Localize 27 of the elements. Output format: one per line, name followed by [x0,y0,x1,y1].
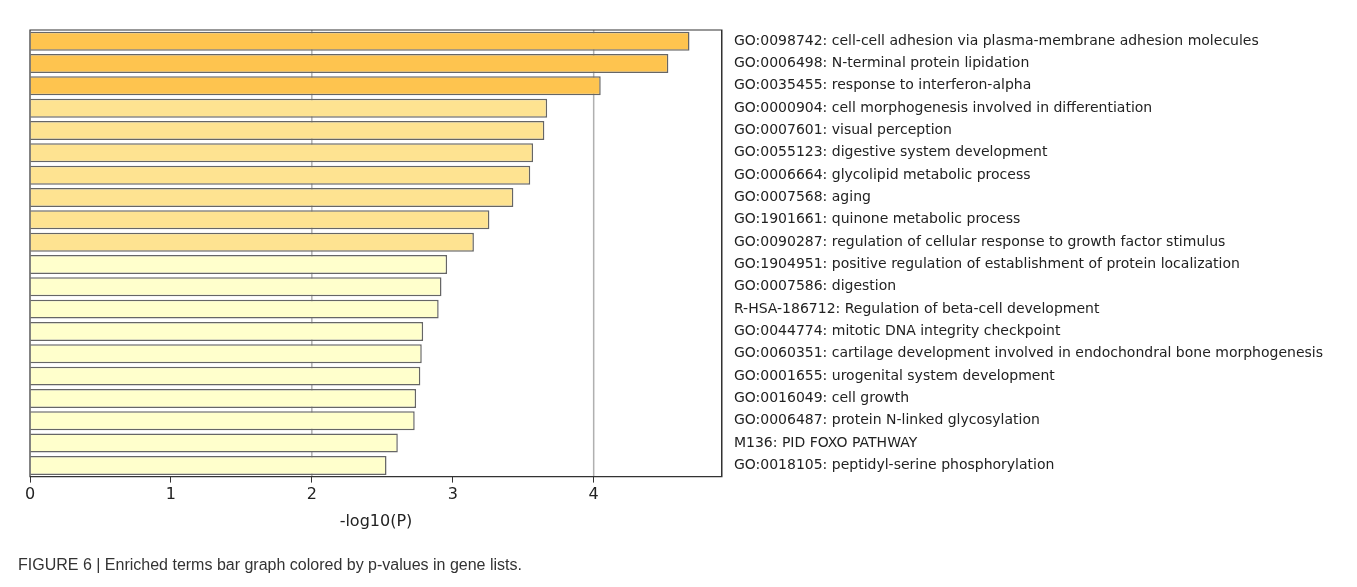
x-axis-title: -log10(P) [339,510,413,530]
y-tick-label: R-HSA-186712: Regulation of beta-cell development [733,299,1100,316]
x-tick-label: 4 [588,484,599,504]
y-tick-label: GO:0098742: cell-cell adhesion via plasma-membrane adhesion molecules [733,31,1259,48]
y-tick-label: GO:0001655: urogenital system development [733,366,1056,383]
y-tick-label: GO:0007568: aging [733,188,871,205]
x-tick-label: 3 [447,484,458,504]
y-tick-label: M136: PID FOXO PATHWAY [733,433,918,450]
x-tick-label: 0 [24,484,36,504]
y-tick-label: GO:1904951: positive regulation of establishment of protein localization [733,255,1240,272]
y-tick-label: GO:0018105: peptidyl-serine phosphorylation [733,456,1055,473]
y-tick-label: GO:0006487: protein N-linked glycosylation [733,411,1040,428]
y-tick-label: GO:0044774: mitotic DNA integrity checkpoint [733,322,1061,339]
y-tick-label: GO:0016049: cell growth [733,389,910,406]
y-tick-label: GO:0007601: visual perception [733,121,953,138]
y-tick-label: GO:0000904: cell morphogenesis involved in differentiation [733,98,1153,115]
x-tick-label: 2 [306,484,317,504]
y-tick-label: GO:0006664: glycolipid metabolic process [733,165,1031,182]
y-tick-label: GO:0007586: digestion [733,277,897,294]
y-tick-label: GO:0035455: response to interferon-alpha [733,76,1032,93]
y-tick-label: GO:0090287: regulation of cellular response to growth factor stimulus [733,232,1226,249]
y-tick-label: GO:0060351: cartilage development involved in endochondral bone morphogenesis [733,344,1324,361]
y-tick-label: GO:0055123: digestive system development [733,143,1048,160]
y-tick-label: GO:1901661: quinone metabolic process [733,210,1021,227]
caption: FIGURE 6 | Enriched terms bar graph colored by p-values in gene lists. [18,556,522,574]
y-tick-label: GO:0006498: N-terminal protein lipidation [733,54,1030,71]
x-tick-label: 1 [165,484,177,504]
